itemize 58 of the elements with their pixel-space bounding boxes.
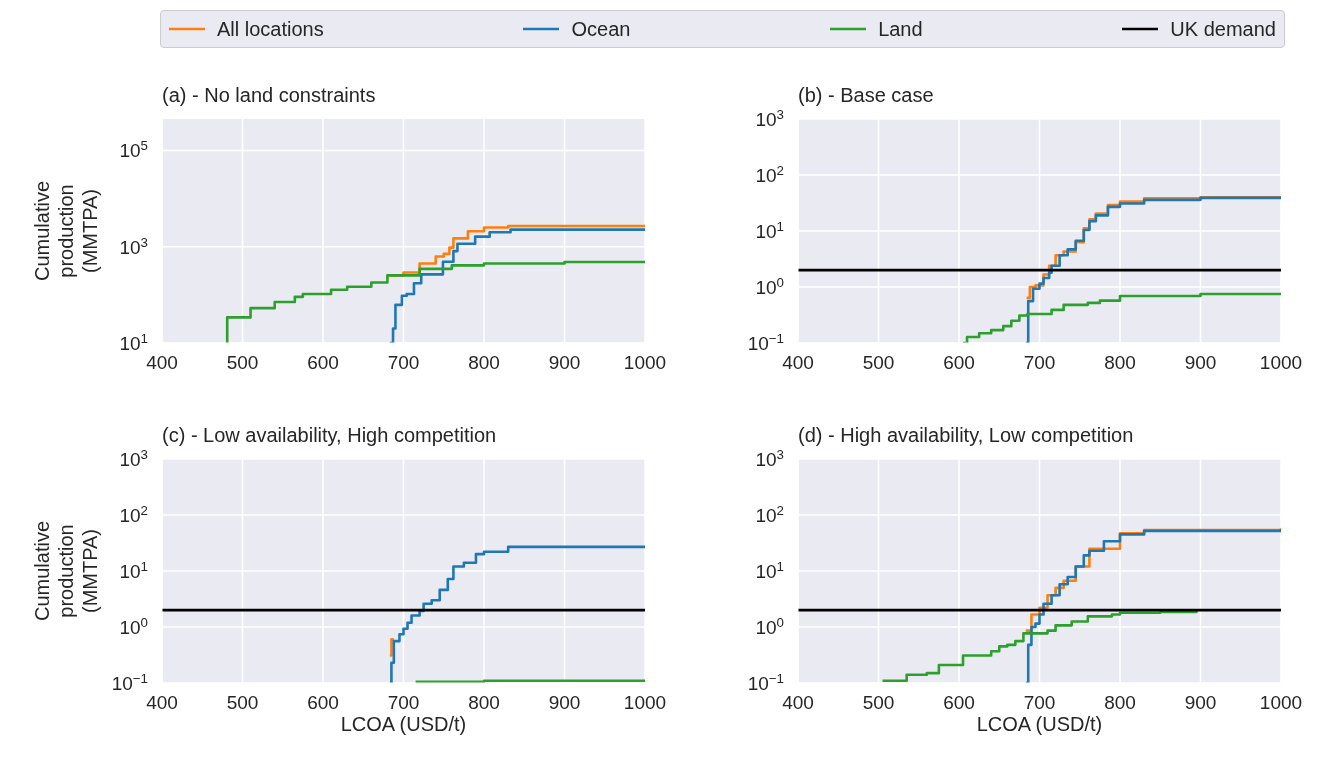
legend-label: Ocean: [571, 17, 631, 41]
y-tick-label: 10$^{2}$: [755, 162, 784, 186]
y-tick-label: 10$^{3}$: [755, 446, 784, 470]
y-tick-label: 10$^{3}$: [119, 234, 148, 258]
legend-label: UK demand: [1170, 17, 1276, 41]
y-tick-label: 10$^{3}$: [119, 446, 148, 470]
chart-title: (c) - Low availability, High competition: [162, 424, 497, 447]
x-tick-label: 400: [146, 352, 178, 373]
x-tick-label: 900: [1184, 692, 1217, 713]
y-tick-label: 10$^{3}$: [755, 106, 784, 130]
x-tick-label: 900: [548, 352, 581, 373]
x-tick-label: 500: [862, 352, 895, 373]
chart-title: (a) - No land constraints: [162, 84, 376, 107]
x-tick-label: 600: [943, 352, 975, 373]
x-tick-label: 600: [943, 692, 975, 713]
y-tick-label: 10$^{1}$: [119, 330, 148, 354]
x-tick-label: 500: [862, 692, 895, 713]
x-tick-label: 800: [1104, 692, 1136, 713]
y-tick-label: 10$^{0}$: [755, 614, 784, 638]
x-tick-label: 700: [387, 692, 420, 713]
x-tick-label: 400: [782, 692, 814, 713]
y-tick-label: 10$^{1}$: [755, 558, 784, 582]
y-tick-label: 10$^{1}$: [119, 558, 148, 582]
x-tick-label: 1000: [1259, 352, 1303, 373]
x-tick-label: 700: [1023, 352, 1056, 373]
x-tick-label: 800: [468, 352, 500, 373]
y-tick-label: 10$^{−1}$: [747, 670, 784, 694]
chart-title: (d) - High availability, Low competition: [798, 424, 1134, 447]
x-tick-label: 600: [307, 692, 339, 713]
y-tick-label: 10$^{−1}$: [747, 330, 784, 354]
x-axis-title: LCOA (USD/t): [975, 713, 1104, 735]
x-tick-label: 400: [782, 352, 814, 373]
y-tick-label: 10$^{1}$: [755, 218, 784, 242]
chart-title: (b) - Base case: [798, 84, 934, 107]
y-axis-title: Cumulative production (MMTPA): [30, 520, 101, 624]
y-tick-label: 10$^{0}$: [119, 614, 148, 638]
x-tick-label: 800: [468, 692, 500, 713]
y-tick-label: 10$^{5}$: [119, 137, 148, 162]
x-tick-label: 1000: [623, 352, 667, 373]
x-tick-label: 600: [307, 352, 339, 373]
legend-label: Land: [878, 17, 923, 41]
x-tick-label: 500: [226, 352, 259, 373]
legend-label: All locations: [217, 17, 324, 41]
x-tick-label: 500: [226, 692, 259, 713]
x-tick-label: 1000: [1259, 692, 1303, 713]
y-tick-label: 10$^{2}$: [755, 502, 784, 526]
x-tick-label: 1000: [623, 692, 667, 713]
x-tick-label: 900: [1184, 352, 1217, 373]
y-tick-label: 10$^{2}$: [119, 502, 148, 526]
x-tick-label: 700: [387, 352, 420, 373]
y-tick-label: 10$^{−1}$: [111, 670, 148, 694]
y-axis-title: Cumulative production (MMTPA): [30, 180, 101, 284]
y-tick-label: 10$^{0}$: [755, 274, 784, 298]
x-tick-label: 400: [146, 692, 178, 713]
x-tick-label: 700: [1023, 692, 1056, 713]
x-tick-label: 800: [1104, 352, 1136, 373]
x-tick-label: 900: [548, 692, 581, 713]
x-axis-title: LCOA (USD/t): [339, 713, 468, 735]
